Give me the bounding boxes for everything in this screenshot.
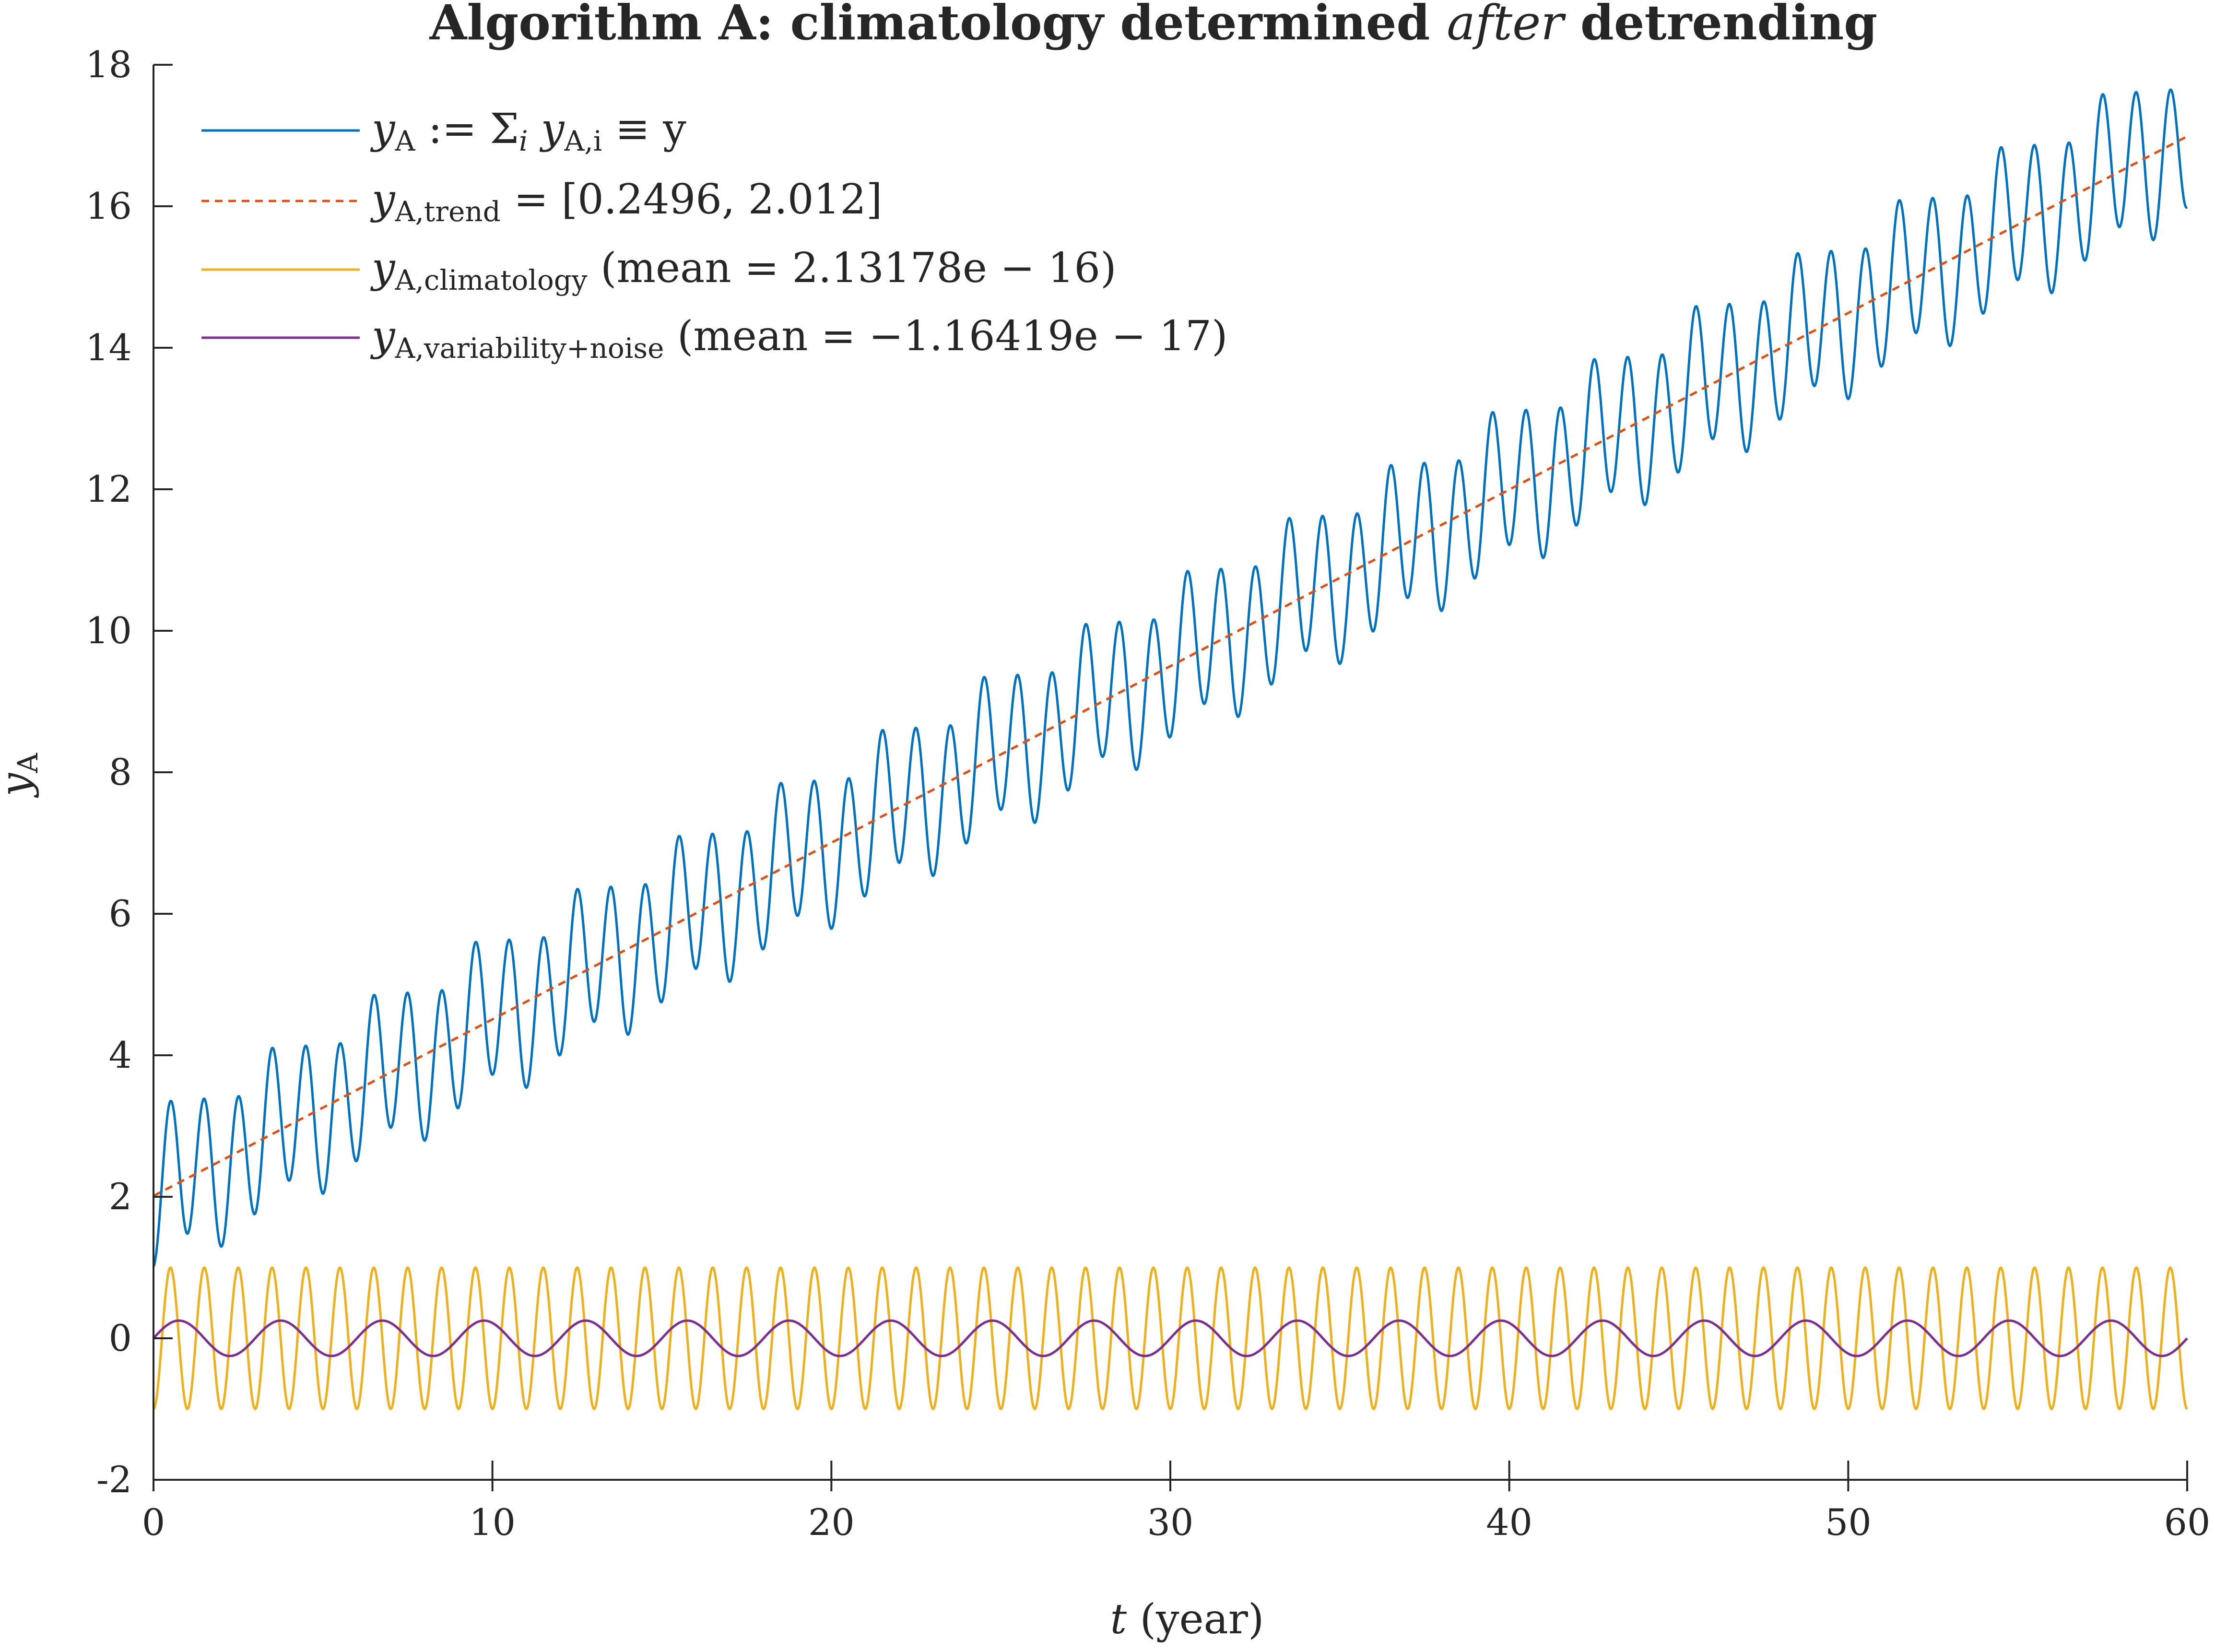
legend: yA := Σi yA,i ≡ y yA,trend = [0.2496, 2.0…	[201, 105, 1228, 365]
series-line-y	[152, 88, 2188, 1267]
plot-area	[152, 88, 2188, 1410]
x-tick-label: 20	[808, 1501, 855, 1544]
y-tick-label: 4	[109, 1034, 132, 1076]
x-tick-label: 40	[1486, 1501, 1532, 1544]
x-tick-label: 10	[469, 1501, 516, 1544]
x-tick-label: 60	[2164, 1501, 2211, 1544]
title-emphasis: after	[1447, 0, 1566, 51]
legend-label: yA := Σi yA,i ≡ y	[370, 105, 686, 157]
legend-label: yA,trend = [0.2496, 2.012]	[370, 176, 882, 228]
legend-item-climatology: yA,climatology (mean = 2.13178e − 16)	[201, 244, 1117, 296]
y-tick-label: 18	[85, 43, 132, 86]
title-part-1: Algorithm A: climatology determined	[429, 0, 1447, 51]
y-tick-label: 12	[85, 468, 132, 510]
title-part-2: detrending	[1564, 0, 1877, 51]
y-tick-label: 6	[109, 892, 132, 935]
y-tick-label: 14	[85, 326, 132, 369]
chart-title: Algorithm A: climatology determined afte…	[429, 0, 1877, 51]
legend-item-trend: yA,trend = [0.2496, 2.012]	[201, 176, 882, 228]
legend-label: yA,variability+noise (mean = −1.16419e −…	[370, 312, 1228, 365]
y-tick-label: 16	[85, 185, 132, 227]
series-line-climatology	[153, 1266, 2188, 1410]
y-axis-label: yA	[0, 753, 44, 799]
x-tick-label: 30	[1147, 1501, 1194, 1544]
x-axis-label: t (year)	[1110, 1595, 1264, 1643]
x-tick-label: 0	[142, 1501, 165, 1544]
x-axis-var: t	[1110, 1595, 1127, 1643]
y-tick-label: 0	[109, 1317, 132, 1359]
y-tick-label: 8	[109, 751, 132, 793]
x-tick-label: 50	[1825, 1501, 1872, 1544]
y-axis-sub: A	[12, 753, 44, 774]
series-line-trend	[153, 135, 2188, 1197]
y-tick-label: 10	[85, 609, 132, 652]
legend-label: yA,climatology (mean = 2.13178e − 16)	[370, 244, 1117, 296]
series-line-variability	[153, 1319, 2188, 1357]
x-axis-unit: (year)	[1127, 1595, 1264, 1643]
y-tick-label: -2	[96, 1458, 132, 1501]
legend-item-variability: yA,variability+noise (mean = −1.16419e −…	[201, 312, 1228, 365]
y-axis-var: y	[0, 772, 40, 798]
y-tick-label: 2	[109, 1175, 132, 1218]
legend-item-y: yA := Σi yA,i ≡ y	[201, 105, 686, 157]
